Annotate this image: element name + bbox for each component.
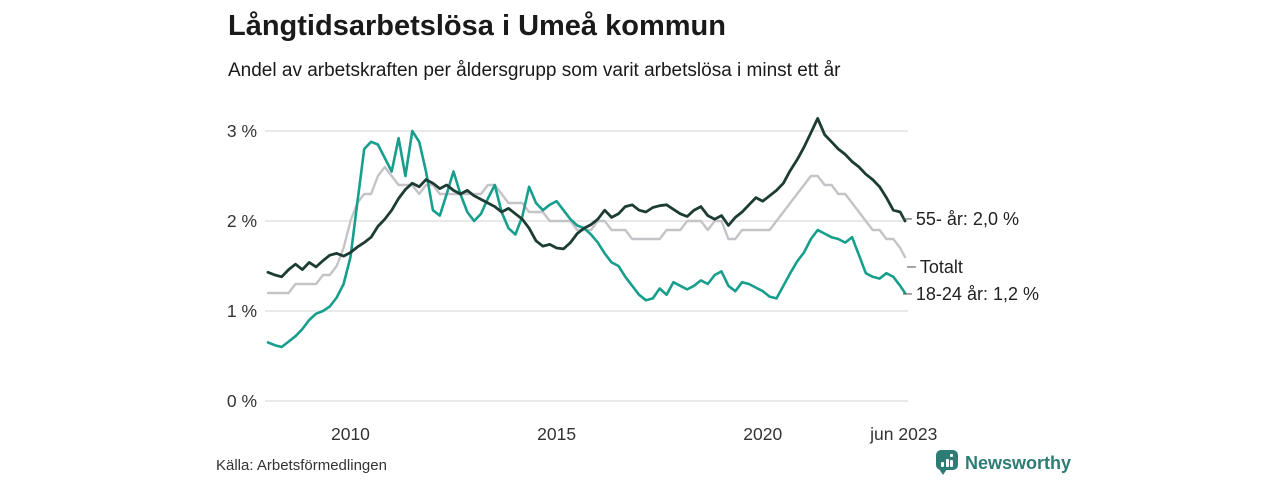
series-line-18-24-år bbox=[266, 129, 907, 349]
logo-bar-2 bbox=[945, 459, 949, 467]
series-label-18-24: –18-24 år: 1,2 % bbox=[903, 282, 1039, 306]
series-label-totalt: – Totalt bbox=[907, 255, 963, 279]
series-label-text: 55- år: 2,0 % bbox=[915, 209, 1019, 229]
newsworthy-logo-icon bbox=[936, 450, 958, 476]
y-axis-label-0pct: 0 % bbox=[227, 391, 257, 411]
logo-exclamation-dot bbox=[950, 454, 953, 457]
label-connector-dash: – bbox=[903, 210, 912, 227]
series-label-55-plus: –55- år: 2,0 % bbox=[903, 207, 1019, 231]
y-axis-label-3pct: 3 % bbox=[227, 121, 257, 141]
brand-name: Newsworthy bbox=[965, 452, 1072, 473]
x-axis-label-2015: 2015 bbox=[537, 424, 576, 444]
logo-bar-3 bbox=[950, 460, 953, 467]
logo-bar-1 bbox=[941, 462, 944, 467]
series-label-text: Totalt bbox=[919, 257, 963, 277]
x-axis-label-jun-2023: jun 2023 bbox=[869, 424, 937, 444]
y-axis-label-1pct: 1 % bbox=[227, 301, 257, 321]
page-subtitle: Andel av arbetskraften per åldersgrupp s… bbox=[228, 60, 841, 81]
label-connector-dash: – bbox=[907, 258, 916, 275]
x-axis-label-2020: 2020 bbox=[743, 424, 782, 444]
newsworthy-brand[interactable]: Newsworthy bbox=[936, 450, 1071, 476]
label-connector-dash: – bbox=[903, 285, 912, 302]
source-note: Källa: Arbetsförmedlingen bbox=[216, 457, 387, 474]
series-label-text: 18-24 år: 1,2 % bbox=[915, 284, 1039, 304]
x-axis-label-2010: 2010 bbox=[331, 424, 370, 444]
page-title: Långtidsarbetslösa i Umeå kommun bbox=[228, 10, 726, 42]
y-axis-label-2pct: 2 % bbox=[227, 211, 257, 231]
logo-bubble-tail bbox=[939, 469, 947, 475]
series-line-55--år bbox=[266, 117, 907, 279]
